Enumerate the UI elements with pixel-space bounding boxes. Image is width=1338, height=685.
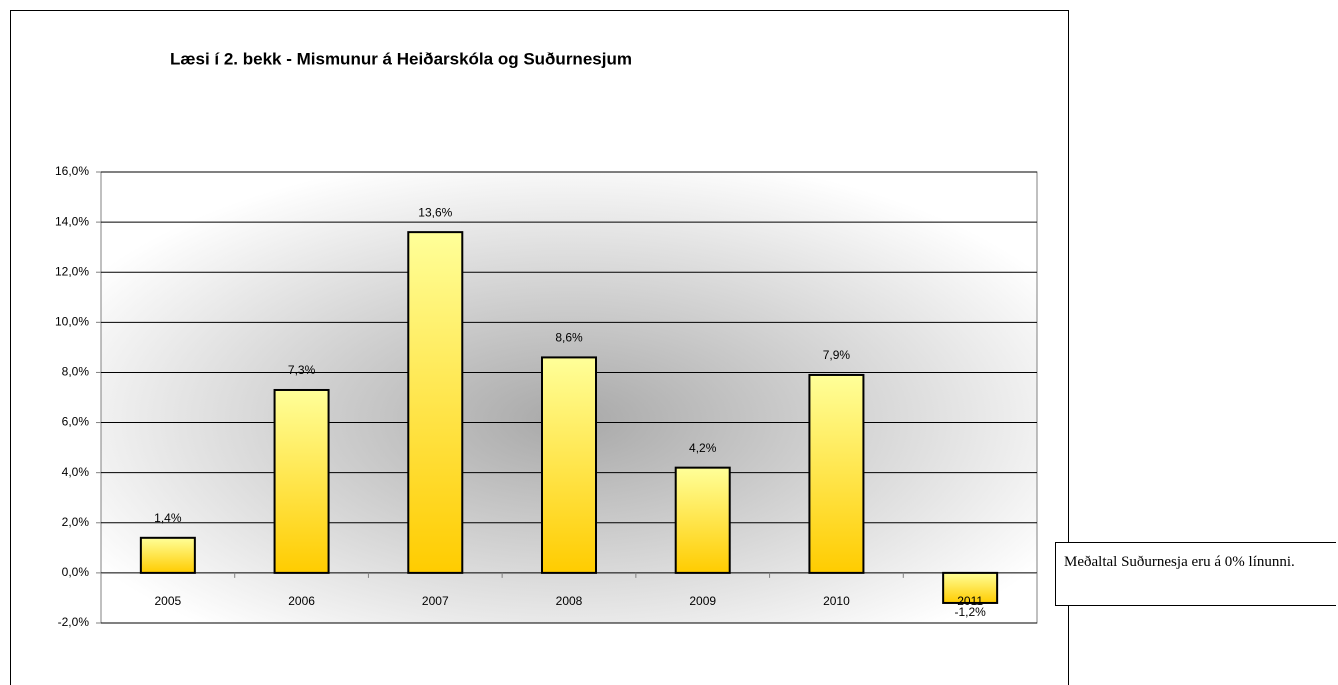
value-label: 13,6% — [418, 205, 452, 219]
bar — [407, 231, 464, 574]
y-tick-label: -2,0% — [58, 615, 90, 629]
value-label: 4,2% — [689, 441, 717, 455]
chart-title: Læsi í 2. bekk - Mismunur á Heiðarskóla … — [170, 49, 632, 68]
x-tick-label: 2008 — [556, 594, 583, 608]
y-tick-label: 16,0% — [55, 164, 89, 178]
value-label: 7,9% — [823, 348, 851, 362]
y-tick-label: 4,0% — [62, 465, 90, 479]
bar — [273, 388, 330, 574]
y-tick-label: 10,0% — [55, 315, 89, 329]
x-tick-label: 2011 — [957, 594, 983, 608]
y-tick-label: 12,0% — [55, 264, 89, 278]
value-label: -1,2% — [954, 605, 986, 619]
y-tick-label: 14,0% — [55, 214, 89, 228]
y-tick-label: 6,0% — [62, 415, 90, 429]
bar — [808, 373, 865, 574]
annotation: Meðaltal Suðurnesja eru á 0% línunni. — [1055, 542, 1336, 606]
x-tick-label: 2005 — [155, 594, 182, 608]
value-label: 7,3% — [288, 363, 316, 377]
y-tick-label: 8,0% — [62, 365, 90, 379]
x-tick-label: 2006 — [288, 594, 315, 608]
x-tick-label: 2010 — [823, 594, 850, 608]
x-tick-label: 2007 — [422, 594, 449, 608]
y-tick-label: 2,0% — [62, 515, 90, 529]
bar — [674, 466, 731, 574]
bar — [541, 356, 597, 574]
value-label: 1,4% — [154, 511, 182, 525]
y-tick-label: 0,0% — [62, 565, 90, 579]
x-tick-label: 2009 — [689, 594, 716, 608]
bar — [139, 536, 196, 574]
value-label: 8,6% — [555, 331, 583, 345]
bar — [942, 571, 999, 604]
